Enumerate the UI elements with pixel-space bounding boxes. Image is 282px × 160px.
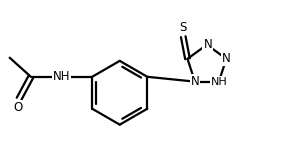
Text: NH: NH — [211, 77, 227, 87]
Text: NH: NH — [53, 70, 70, 83]
Text: N: N — [191, 75, 199, 88]
Text: N: N — [203, 38, 212, 51]
Text: N: N — [222, 52, 231, 65]
Text: O: O — [14, 101, 23, 114]
Text: S: S — [180, 21, 187, 34]
